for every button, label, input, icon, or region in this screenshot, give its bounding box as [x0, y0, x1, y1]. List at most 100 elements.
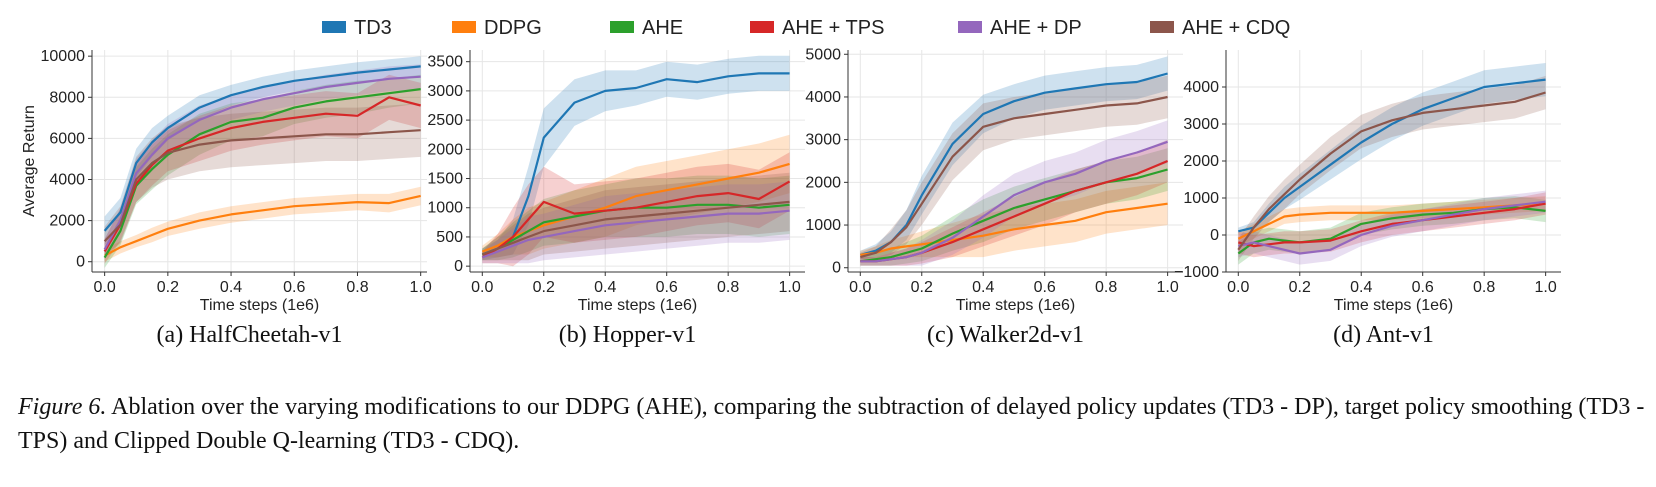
figure-caption-text: Ablation over the varying modifications … — [18, 394, 1645, 454]
x-tick-label: 0.6 — [1034, 279, 1056, 296]
y-tick-label: 1000 — [427, 200, 463, 217]
legend-swatch — [958, 21, 982, 33]
x-tick-label: 0.6 — [1412, 279, 1434, 296]
legend-item-ahe-cdq: AHE + CDQ — [1150, 17, 1290, 39]
x-tick-label: 0.6 — [283, 279, 305, 296]
y-tick-label: 4000 — [805, 89, 841, 106]
legend-swatch — [322, 21, 346, 33]
figure-canvas: TD3 DDPG AHE AHE + TPS AHE + DP AHE + CDQ 0.0… — [21, 17, 1561, 348]
series-band-td3 — [860, 56, 1168, 260]
x-axis-label: Time steps (1e6) — [956, 297, 1075, 314]
y-axis-label: Average Return — [21, 105, 38, 217]
series-band-ahe — [1238, 196, 1546, 265]
y-tick-label: 3000 — [805, 132, 841, 149]
y-tick-label: 4000 — [49, 172, 85, 189]
series-line-ddpg — [1237, 202, 1546, 240]
x-tick-label: 0.4 — [1350, 279, 1372, 296]
series-line-td3 — [103, 65, 421, 232]
plot-area — [1237, 63, 1546, 265]
x-tick-label: 0.4 — [594, 279, 616, 296]
legend-item-ahe: AHE — [610, 17, 683, 39]
y-tick-label: 3000 — [427, 83, 463, 100]
series-line-ahe-dp — [481, 209, 790, 259]
x-tick-label: 1.0 — [1157, 279, 1179, 296]
legend-item-ddpg: DDPG — [452, 17, 542, 39]
x-axis-label: Time steps (1e6) — [578, 297, 697, 314]
y-tick-label: 2000 — [427, 141, 463, 158]
y-tick-label: 3000 — [1183, 116, 1219, 133]
grid — [848, 50, 1183, 272]
x-tick-label: 0.8 — [1473, 279, 1495, 296]
x-tick-label: 0.6 — [656, 279, 678, 296]
grid — [92, 50, 427, 272]
series-band-td3 — [1238, 63, 1546, 235]
series-band-ddpg — [104, 186, 421, 262]
series-band-ahe-tps — [104, 74, 421, 264]
x-tick-label: 0.4 — [220, 279, 242, 296]
series-line-ddpg — [104, 194, 421, 257]
legend-item-ahe-tps: AHE + TPS — [750, 17, 884, 39]
series-band-ahe-cdq — [1238, 75, 1546, 261]
x-tick-label: 0.2 — [533, 279, 555, 296]
x-axis-label: Time steps (1e6) — [200, 297, 319, 314]
series-line-ahe-dp — [860, 140, 1168, 263]
legend-label: AHE — [642, 17, 683, 39]
figure-caption: Figure 6. Ablation over the varying modi… — [18, 390, 1648, 458]
series-line-ahe-cdq — [860, 95, 1168, 259]
series-line-ahe-cdq — [481, 200, 790, 256]
y-tick-label: 4000 — [1183, 79, 1219, 96]
y-tick-label: 1500 — [427, 171, 463, 188]
legend-swatch — [750, 21, 774, 33]
series-band-ahe-dp — [860, 120, 1168, 266]
y-tick-label: 10000 — [41, 48, 86, 65]
series-band-ahe — [482, 175, 790, 261]
series-line-ahe-cdq — [1237, 91, 1546, 251]
series-line-td3 — [1238, 78, 1546, 233]
x-tick-label: 0.2 — [1289, 279, 1311, 296]
y-tick-label: 2500 — [427, 112, 463, 129]
x-tick-label: 0.8 — [1095, 279, 1117, 296]
y-tick-label: 1000 — [805, 217, 841, 234]
x-tick-label: 1.0 — [1535, 279, 1557, 296]
legend-item-td3: TD3 — [322, 17, 392, 39]
panel-caption: (c) Walker2d-v1 — [927, 322, 1084, 348]
panel-hopper: 0.0 0.2 0.4 0.6 0.8 1.0 0 500 1000 1500 2000 2500 30… — [427, 50, 805, 348]
legend-label: TD3 — [354, 17, 392, 39]
grid — [470, 50, 805, 272]
y-tick-label: 2000 — [49, 213, 85, 230]
series-band-ahe-dp — [104, 64, 421, 260]
y-tick-label: 500 — [436, 229, 463, 246]
y-tick-label: 0 — [832, 260, 841, 277]
x-tick-label: 0.0 — [471, 279, 493, 296]
plot-area — [103, 56, 421, 268]
legend-label: AHE + TPS — [782, 17, 884, 39]
plot-area — [481, 55, 791, 267]
y-tick-label: 3500 — [427, 54, 463, 71]
x-tick-label: 0.2 — [157, 279, 179, 296]
panel-caption: (a) HalfCheetah-v1 — [157, 322, 343, 348]
x-tick-label: 0.8 — [346, 279, 368, 296]
series-band-td3 — [482, 55, 790, 261]
legend-label: AHE + CDQ — [1182, 17, 1290, 39]
x-axis-label: Time steps (1e6) — [1334, 297, 1453, 314]
series-band-ahe-tps — [860, 139, 1168, 266]
legend: TD3 DDPG AHE AHE + TPS AHE + DP AHE + CDQ — [322, 17, 1290, 39]
series-line-ddpg — [860, 202, 1168, 256]
y-tick-label: 0 — [454, 258, 463, 275]
y-tick-label: 8000 — [49, 89, 85, 106]
legend-swatch — [1150, 21, 1174, 33]
x-tick-label: 0.4 — [972, 279, 994, 296]
y-tick-label: 1000 — [1183, 190, 1219, 207]
series-band-td3 — [104, 56, 421, 246]
x-tick-label: 0.0 — [1227, 279, 1249, 296]
series-line-ahe-tps — [103, 96, 421, 252]
panel-halfcheetah: 0.0 0.2 0.4 0.6 0.8 1.0 0 2000 4000 6000 8000 10000… — [21, 48, 432, 348]
panel-ant: 0.0 0.2 0.4 0.6 0.8 1.0 −1000 0 1000 2000 3000 4000… — [1174, 50, 1561, 348]
panel-walker2d: 0.0 0.2 0.4 0.6 0.8 1.0 0 1000 2000 3000 4000 5000 T… — [805, 46, 1183, 348]
y-tick-label: −1000 — [1174, 264, 1219, 281]
x-tick-label: 1.0 — [779, 279, 801, 296]
x-tick-label: 0.0 — [849, 279, 871, 296]
x-tick-label: 0.8 — [717, 279, 739, 296]
x-tick-label: 1.0 — [410, 279, 432, 296]
panel-caption: (b) Hopper-v1 — [559, 322, 696, 348]
